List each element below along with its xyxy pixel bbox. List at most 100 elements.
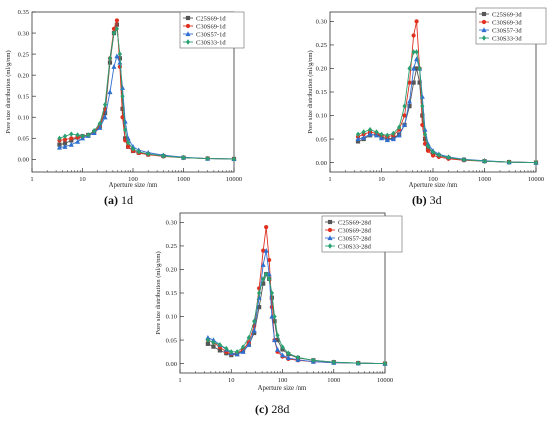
y-tick-label: 0.25 bbox=[166, 243, 177, 250]
data-point bbox=[69, 136, 74, 141]
x-tick-label: 10000 bbox=[226, 176, 242, 183]
data-point bbox=[181, 154, 186, 161]
legend-marker bbox=[481, 27, 487, 33]
data-point bbox=[414, 66, 419, 71]
legend-label: C25S69-3d bbox=[492, 11, 522, 18]
data-point bbox=[280, 344, 285, 350]
series-line-C30S57-3d bbox=[357, 57, 537, 164]
data-point bbox=[533, 159, 539, 166]
data-point bbox=[374, 129, 379, 135]
data-point bbox=[217, 348, 222, 353]
data-point bbox=[120, 115, 125, 120]
data-point bbox=[430, 149, 436, 155]
data-point bbox=[62, 141, 68, 146]
x-tick-label: 1000 bbox=[327, 377, 340, 384]
y-axis-label: Pore size distribution (ml/g/nm) bbox=[5, 50, 12, 133]
y-tick-label: 0.10 bbox=[18, 114, 29, 121]
legend-marker bbox=[327, 243, 333, 249]
data-point bbox=[506, 159, 512, 165]
data-point bbox=[407, 104, 412, 109]
y-tick-label: 0.20 bbox=[316, 66, 327, 73]
legend-label: C30S57-28d bbox=[338, 235, 372, 242]
series-line-C30S33-1d bbox=[59, 27, 235, 160]
x-tick-label: 100 bbox=[128, 176, 138, 183]
legend-marker bbox=[327, 219, 333, 225]
data-point bbox=[422, 131, 428, 138]
data-point bbox=[62, 133, 68, 139]
data-point bbox=[75, 132, 80, 138]
y-tick-label: 0.25 bbox=[18, 51, 29, 58]
data-point bbox=[390, 136, 396, 142]
legend-marker bbox=[185, 31, 191, 37]
legend-label: C30S69-3d bbox=[492, 19, 522, 26]
y-tick-label: 0.05 bbox=[316, 136, 327, 143]
series-line-C25S69-3d bbox=[357, 68, 537, 164]
legend-label: C30S69-1d bbox=[196, 23, 226, 30]
data-point bbox=[260, 262, 266, 267]
data-point bbox=[367, 131, 373, 137]
y-tick-label: 0.15 bbox=[18, 93, 29, 100]
y-tick-label: 0.25 bbox=[316, 42, 327, 49]
x-axis-label: Aperture size /nm bbox=[109, 182, 158, 189]
x-tick-label: 10 bbox=[378, 176, 385, 183]
data-point bbox=[136, 149, 141, 155]
chart-panel-a: 1 10 100 1000 10000 0.00 0.05 0.10 0.15 0.20 0.25 0… bbox=[5, 9, 245, 189]
y-tick-label: 0.05 bbox=[166, 337, 177, 344]
legend-label: C30S33-28d bbox=[338, 243, 372, 250]
data-point bbox=[161, 153, 166, 159]
x-tick-label: 10 bbox=[228, 377, 235, 384]
data-point bbox=[356, 360, 361, 366]
legend-label: C25S69-1d bbox=[196, 15, 226, 22]
data-point bbox=[361, 129, 366, 135]
legend-marker bbox=[481, 11, 487, 17]
data-point bbox=[379, 131, 384, 138]
data-point bbox=[69, 131, 74, 137]
data-point bbox=[126, 139, 131, 146]
data-point bbox=[407, 80, 412, 85]
data-point bbox=[146, 151, 151, 157]
data-point bbox=[269, 290, 274, 296]
data-point bbox=[275, 332, 280, 339]
data-point bbox=[430, 153, 436, 158]
data-point bbox=[111, 26, 117, 31]
x-tick-label: 1000 bbox=[478, 176, 491, 183]
x-tick-label: 10 bbox=[79, 176, 86, 183]
data-point bbox=[111, 30, 117, 36]
legend-marker bbox=[327, 235, 333, 241]
data-point bbox=[407, 98, 413, 104]
legend-label: C30S57-1d bbox=[196, 31, 226, 38]
y-tick-label: 0.10 bbox=[166, 314, 177, 321]
data-point bbox=[102, 110, 108, 116]
legend-label: C30S69-28d bbox=[338, 227, 372, 234]
legend-marker bbox=[327, 227, 333, 233]
data-point bbox=[411, 49, 416, 55]
data-point bbox=[425, 148, 431, 153]
y-tick-label: 0.30 bbox=[316, 19, 327, 26]
data-point bbox=[122, 118, 128, 124]
y-tick-label: 0.30 bbox=[18, 30, 29, 37]
data-point bbox=[80, 133, 85, 139]
data-point bbox=[261, 276, 266, 282]
data-point bbox=[231, 156, 237, 162]
data-point bbox=[269, 313, 275, 319]
data-point bbox=[62, 137, 68, 142]
y-axis-label: Pore size distribution (ml/g/nm) bbox=[307, 50, 314, 133]
legend-label: C25S69-28d bbox=[338, 219, 372, 226]
data-point bbox=[86, 132, 91, 138]
data-point bbox=[114, 26, 120, 32]
data-point bbox=[396, 132, 402, 138]
data-point bbox=[246, 342, 252, 347]
y-tick-label: 0.20 bbox=[166, 267, 177, 274]
data-point bbox=[402, 113, 407, 118]
caption-a-text: 1d bbox=[121, 193, 133, 207]
chart-panel-c: 1 10 100 1000 10000 0.00 0.05 0.10 0.15 0.20 0.25 0… bbox=[155, 212, 403, 392]
data-point bbox=[117, 59, 123, 65]
data-point bbox=[263, 247, 269, 253]
y-tick-label: 0.35 bbox=[18, 9, 29, 16]
data-point bbox=[240, 344, 246, 350]
data-point bbox=[417, 65, 422, 72]
caption-c-label: (c) bbox=[255, 402, 269, 416]
data-point bbox=[385, 132, 390, 138]
